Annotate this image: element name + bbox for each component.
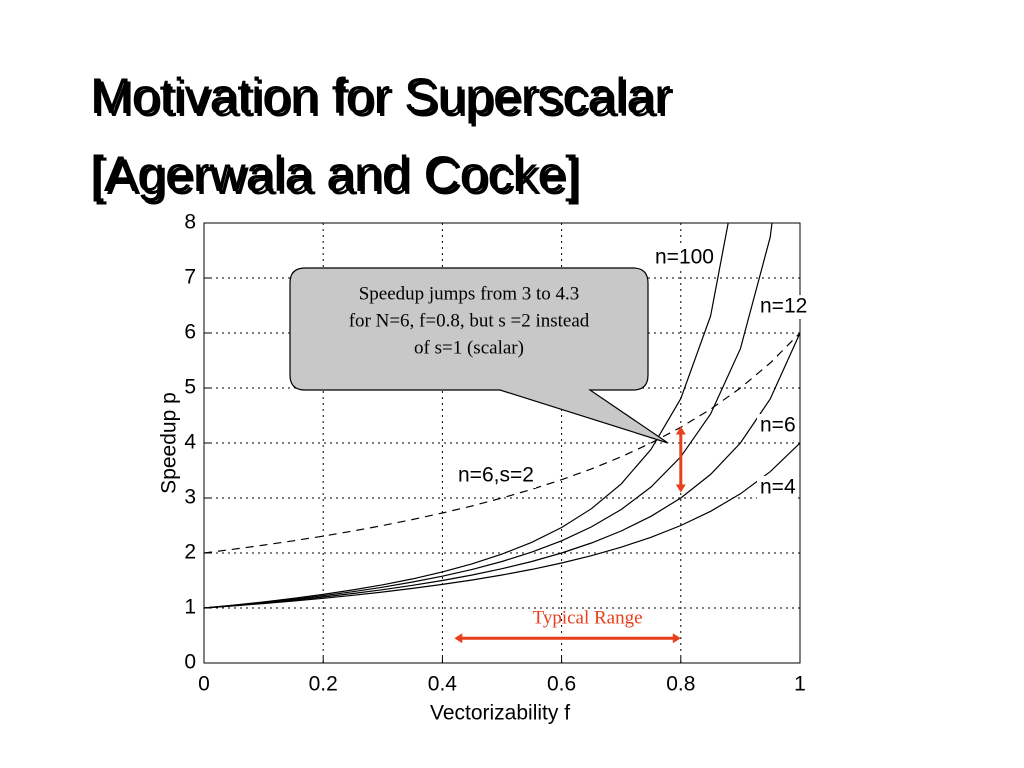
y-tick-label: 4 [184,431,196,454]
title-line: [Agerwala and Cocke] [90,146,579,202]
series-label: n=6,s=2 [458,464,534,487]
series-label: n=100 [655,246,714,269]
callout-box [289,267,669,444]
series-line [204,442,800,609]
x-tick-label: 0.2 [309,673,338,696]
range-label: Typical Range [533,608,643,629]
x-tick-label: 0.4 [428,673,458,696]
series-label-bg [757,295,805,319]
y-axis-label: Speedup p [158,392,181,494]
arrow-head [454,633,463,644]
series-line [204,223,773,609]
y-tick-label: 3 [184,486,196,509]
y-tick-label: 2 [184,541,196,564]
series-label-bg [757,414,794,438]
series-label: n=6 [760,414,796,437]
x-tick-label: 0 [198,673,210,696]
title-shadow: [Agerwala and Cocke] [93,149,582,205]
y-tick-label: 0 [184,651,196,674]
callout-text: for N=6, f=0.8, but s =2 instead [349,310,590,331]
series-label-bg [455,464,536,488]
series-label: n=4 [760,476,796,499]
y-tick-label: 1 [184,596,196,619]
series-label: n=12 [760,295,807,318]
callout-text: Speedup jumps from 3 to 4.3 [359,283,580,304]
y-tick-label: 8 [184,211,196,234]
series-line [204,223,729,609]
y-tick-label: 7 [184,266,196,289]
callout-text: of s=1 (scalar) [414,337,524,358]
series-line [204,332,800,554]
x-tick-label: 0.8 [666,673,695,696]
series-label-bg [652,246,711,270]
y-tick-label: 5 [184,376,196,399]
x-tick-label: 1 [794,673,806,696]
x-axis-label: Vectorizability f [430,702,570,725]
series-line [204,332,800,609]
x-tick-label: 0.6 [547,673,576,696]
title-line: Motivation for Superscalar [90,68,671,124]
y-tick-label: 6 [184,321,196,344]
series-label-bg [757,476,794,500]
title-shadow: Motivation for Superscalar [93,71,674,127]
title: Motivation for Superscalar Motivation fo… [90,68,674,205]
plot-area [204,223,800,609]
arrow-head [675,484,686,493]
arrow-head [672,633,681,644]
arrow-head [675,426,686,435]
